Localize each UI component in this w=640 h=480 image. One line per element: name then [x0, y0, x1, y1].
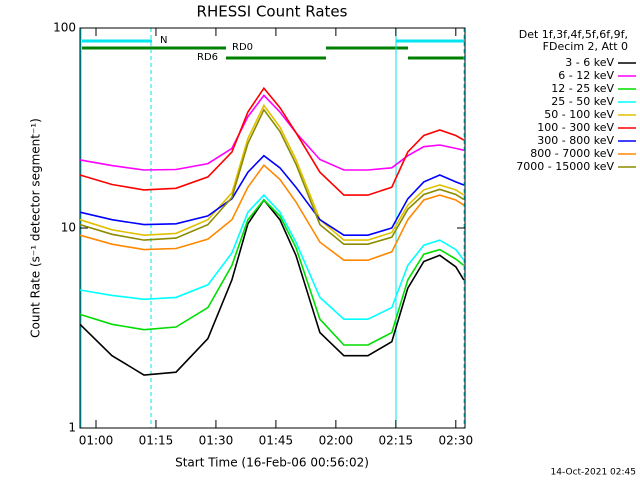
footer: 14-Oct-2021 02:45 [551, 468, 636, 478]
x-tick-label: 02:00 [319, 434, 354, 448]
x-tick-label: 01:30 [199, 434, 234, 448]
legend-title: FDecim 2, Att 0 [543, 40, 628, 53]
series-line [79, 86, 465, 196]
series-line [79, 198, 465, 346]
series-line [79, 193, 465, 320]
chart-title: RHESSI Count Rates [197, 3, 348, 21]
legend-label: 300 - 800 keV [537, 134, 614, 147]
series-line [79, 198, 465, 376]
annotation: N [160, 35, 167, 46]
legend-label: 3 - 6 keV [565, 56, 614, 69]
y-tick-label: 1 [68, 421, 76, 435]
legend-label: 100 - 300 keV [537, 121, 614, 134]
x-tick-label: 01:00 [79, 434, 114, 448]
legend-label: 6 - 12 keV [558, 69, 614, 82]
legend-label: 12 - 25 keV [551, 82, 614, 95]
y-axis-label: Count Rate (s⁻¹ detector segment⁻¹) [29, 118, 43, 338]
y-tick-label: 10 [61, 221, 76, 235]
y-tick-label: 100 [53, 21, 76, 35]
series-line [79, 103, 465, 241]
x-tick-label: 02:15 [379, 434, 414, 448]
legend-label: 25 - 50 keV [551, 95, 614, 108]
series-line [79, 164, 465, 261]
annotation: RD0 [232, 42, 253, 53]
legend-title: Det 1f,3f,4f,5f,6f,9f, [519, 28, 628, 41]
x-tick-label: 02:30 [439, 434, 474, 448]
x-axis-label: Start Time (16-Feb-06 00:56:02) [175, 456, 369, 470]
x-tick-label: 01:45 [259, 434, 294, 448]
legend-label: 800 - 7000 keV [530, 147, 614, 160]
legend-label: 50 - 100 keV [544, 108, 614, 121]
x-tick-label: 01:15 [139, 434, 174, 448]
annotation: RD6 [197, 52, 218, 63]
legend-label: 7000 - 15000 keV [516, 160, 614, 173]
series-line [79, 154, 465, 236]
series-line [79, 108, 465, 245]
